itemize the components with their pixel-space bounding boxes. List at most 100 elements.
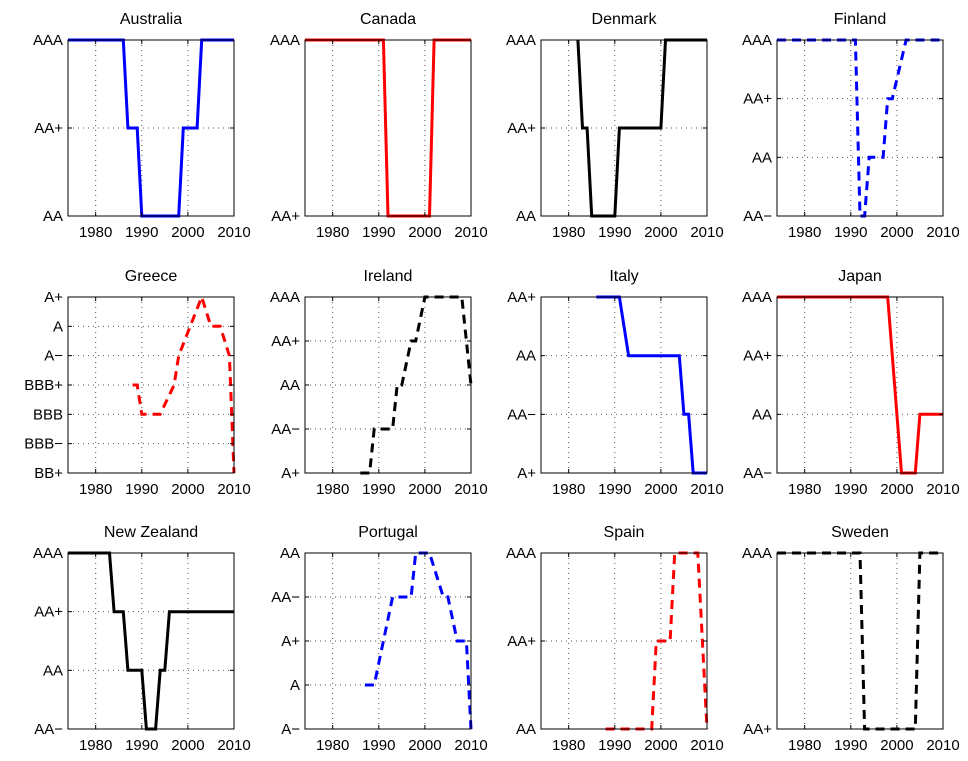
ireland-axes-frame <box>304 296 472 474</box>
ireland-xtick-label: 2010 <box>454 481 487 498</box>
canada-xtick-label: 1990 <box>362 224 395 241</box>
finland-ytick-label: AA− <box>743 208 772 225</box>
sweden-axes-frame <box>776 552 944 730</box>
italy-ytick-label: AA <box>516 348 536 365</box>
ireland-xtick-label: 2000 <box>408 481 441 498</box>
italy-xtick-label: 2010 <box>690 481 723 498</box>
ireland-ytick-label: AAA <box>270 289 300 306</box>
ireland-ytick-label: A+ <box>281 465 300 482</box>
finland-xtick-label: 1990 <box>834 224 867 241</box>
spain-panel-title: Spain <box>604 524 645 541</box>
greece-xtick-label: 2000 <box>171 481 204 498</box>
denmark-ytick-label: AA+ <box>507 120 536 137</box>
denmark-rating-line <box>576 38 707 218</box>
denmark-xtick-label: 1980 <box>552 224 585 241</box>
portugal-axes-frame <box>304 552 472 730</box>
denmark-panel-title: Denmark <box>592 11 658 28</box>
italy-axes-frame <box>540 296 708 474</box>
sweden-xtick-label: 1980 <box>788 737 821 754</box>
new-zealand-ytick-label: AA <box>43 662 63 679</box>
spain-xtick-label: 2010 <box>690 737 723 754</box>
new-zealand-ytick-label: AA− <box>34 721 63 738</box>
new-zealand-rating-line <box>68 551 234 731</box>
finland-ytick-label: AAA <box>742 32 772 49</box>
sweden-panel-title: Sweden <box>831 524 889 541</box>
australia-ytick-label: AAA <box>33 32 63 49</box>
portugal-xtick-label: 1980 <box>316 737 349 754</box>
greece-ytick-label: A+ <box>44 289 63 306</box>
italy-ytick-label: A+ <box>517 465 536 482</box>
new-zealand-ytick-label: AAA <box>33 545 63 562</box>
greece-ytick-label: BB+ <box>34 465 63 482</box>
sweden-xtick-label: 2000 <box>880 737 913 754</box>
ireland-xtick-label: 1990 <box>362 481 395 498</box>
spain-ytick-label: AAA <box>506 545 536 562</box>
denmark-xtick-label: 1990 <box>598 224 631 241</box>
finland-ytick-label: AA <box>752 149 772 166</box>
australia-xtick-label: 2000 <box>171 224 204 241</box>
sweden-xtick-label: 1990 <box>834 737 867 754</box>
portugal-xtick-label: 1990 <box>362 737 395 754</box>
greece-ytick-label: A− <box>44 348 63 365</box>
canada-ytick-label: AAA <box>270 32 300 49</box>
greece-xtick-label: 1990 <box>125 481 158 498</box>
greece-xtick-label: 2010 <box>217 481 250 498</box>
japan-rating-line <box>777 295 943 475</box>
spain-ytick-label: AA+ <box>507 633 536 650</box>
japan-ytick-label: AA− <box>743 465 772 482</box>
sweden-rating-line <box>777 551 943 731</box>
greece-axes-frame <box>67 296 235 474</box>
australia-rating-line <box>68 38 234 218</box>
canada-xtick-label: 1980 <box>316 224 349 241</box>
australia-xtick-label: 2010 <box>217 224 250 241</box>
greece-rating-line <box>132 292 236 474</box>
canada-xtick-label: 2010 <box>454 224 487 241</box>
ireland-ytick-label: AA+ <box>271 333 300 350</box>
sweden-ytick-label: AAA <box>742 545 772 562</box>
spain-axes-frame <box>540 552 708 730</box>
japan-xtick-label: 2000 <box>880 481 913 498</box>
spain-rating-line <box>605 551 709 731</box>
spain-ytick-label: AA <box>516 721 536 738</box>
italy-xtick-label: 1990 <box>598 481 631 498</box>
portugal-ytick-label: AA− <box>271 589 300 606</box>
new-zealand-ytick-label: AA+ <box>34 604 63 621</box>
finland-rating-line <box>777 38 943 218</box>
portugal-ytick-label: A+ <box>281 633 300 650</box>
japan-ytick-label: AA <box>752 406 772 423</box>
ireland-xtick-label: 1980 <box>316 481 349 498</box>
portugal-ytick-label: A <box>290 677 300 694</box>
sweden-xtick-label: 2010 <box>926 737 959 754</box>
australia-axes-frame <box>67 39 235 217</box>
ireland-ytick-label: AA− <box>271 421 300 438</box>
australia-xtick-label: 1980 <box>79 224 112 241</box>
new-zealand-xtick-label: 2010 <box>217 737 250 754</box>
new-zealand-xtick-label: 1980 <box>79 737 112 754</box>
portugal-xtick-label: 2000 <box>408 737 441 754</box>
canada-rating-line <box>305 38 471 218</box>
greece-ytick-label: BBB <box>33 406 63 423</box>
finland-xtick-label: 1980 <box>788 224 821 241</box>
japan-ytick-label: AA+ <box>743 348 772 365</box>
japan-ytick-label: AAA <box>742 289 772 306</box>
portugal-ytick-label: A− <box>281 721 300 738</box>
denmark-xtick-label: 2000 <box>644 224 677 241</box>
finland-ytick-label: AA+ <box>743 91 772 108</box>
portugal-ytick-label: AA <box>280 545 300 562</box>
italy-ytick-label: AA+ <box>507 289 536 306</box>
canada-panel-title: Canada <box>360 11 416 28</box>
spain-xtick-label: 1990 <box>598 737 631 754</box>
greece-ytick-label: BBB− <box>24 436 63 453</box>
greece-xtick-label: 1980 <box>79 481 112 498</box>
new-zealand-xtick-label: 1990 <box>125 737 158 754</box>
finland-xtick-label: 2010 <box>926 224 959 241</box>
greece-ytick-label: A <box>53 318 63 335</box>
japan-xtick-label: 2010 <box>926 481 959 498</box>
denmark-xtick-label: 2010 <box>690 224 723 241</box>
portugal-panel-title: Portugal <box>358 524 418 541</box>
greece-ytick-label: BBB+ <box>24 377 63 394</box>
italy-ytick-label: AA− <box>507 406 536 423</box>
canada-axes-frame <box>304 39 472 217</box>
ireland-rating-line <box>360 295 473 475</box>
new-zealand-panel-title: New Zealand <box>104 524 198 541</box>
